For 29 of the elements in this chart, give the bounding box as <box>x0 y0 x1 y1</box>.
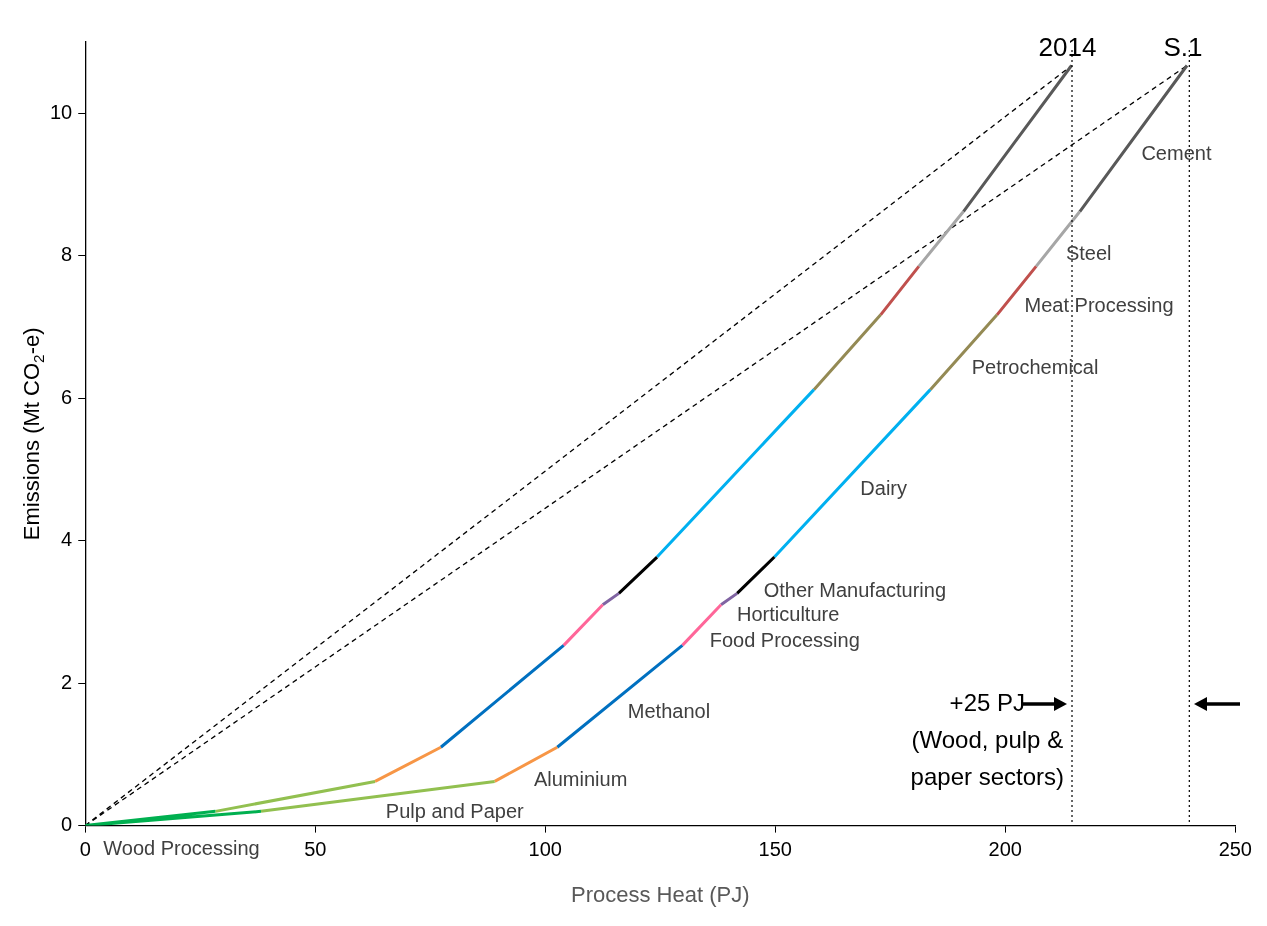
series-label: Food Processing <box>709 628 860 651</box>
x-tick-label: 100 <box>528 838 562 861</box>
series-label: Meat Processing <box>1024 294 1174 317</box>
series-label: Other Manufacturing <box>763 578 947 601</box>
y-tick-label: 10 <box>50 100 73 123</box>
series-label: Aluminium <box>533 767 628 790</box>
y-tick-label: 4 <box>61 528 73 551</box>
series-label: Horticulture <box>737 602 840 625</box>
x-tick-label: 250 <box>1218 838 1252 861</box>
x-tick-label: 150 <box>758 838 792 861</box>
series-label: Steel <box>1065 242 1112 265</box>
y-tick-label: 8 <box>61 243 73 266</box>
y-tick-label: 6 <box>61 385 73 408</box>
series-label: Petrochemical <box>971 355 1099 378</box>
annotation: +25 PJ (Wood, pulp & paper sectors) <box>910 688 1065 790</box>
annotation: S.1 <box>1163 31 1203 62</box>
x-tick-label: 200 <box>988 838 1022 861</box>
x-axis-title: Process Heat (PJ) <box>571 881 750 907</box>
annotation: 2014 <box>1038 31 1097 62</box>
series-label: Wood Processing <box>103 837 260 860</box>
series-label: Dairy <box>860 476 908 499</box>
series-label: Pulp and Paper <box>385 799 525 822</box>
x-tick-label: 0 <box>79 838 91 861</box>
series-label: Methanol <box>627 699 711 722</box>
series-label: Cement <box>1141 142 1212 165</box>
x-tick-label: 50 <box>304 838 327 861</box>
y-tick-label: 0 <box>61 813 73 836</box>
y-axis-title: Emissions (Mt CO2-e) <box>19 327 48 541</box>
y-tick-label: 2 <box>61 670 73 693</box>
